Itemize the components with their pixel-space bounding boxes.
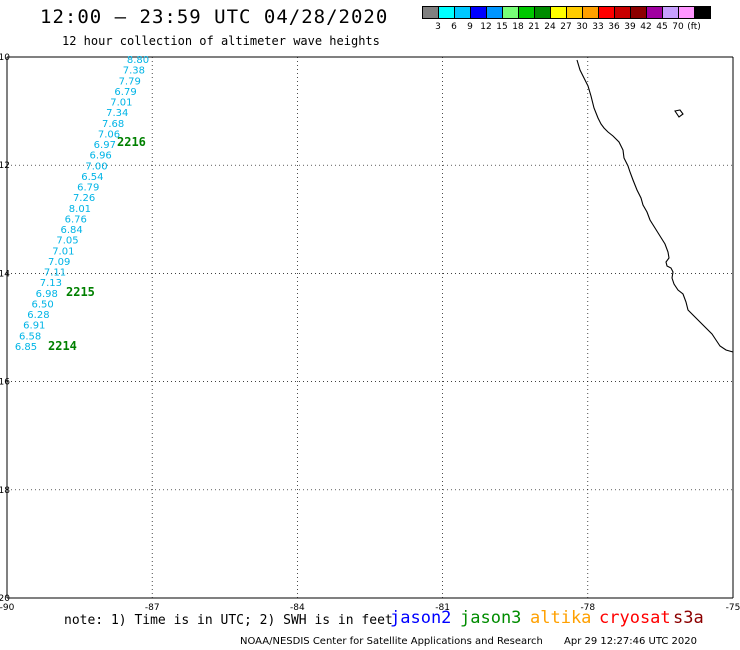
swh-value: 6.85 bbox=[15, 342, 37, 353]
swh-value: 7.79 bbox=[119, 76, 141, 87]
swh-value: 7.06 bbox=[98, 129, 120, 140]
swh-value: 7.01 bbox=[52, 246, 74, 257]
footer-credit: NOAA/NESDIS Center for Satellite Applica… bbox=[240, 636, 697, 647]
pass-labels: 2216 2215 2214 bbox=[48, 135, 146, 353]
pass-label: 2215 bbox=[66, 285, 95, 299]
map-grid bbox=[6, 56, 734, 599]
longitude-label: -84 bbox=[290, 603, 305, 613]
island-outline bbox=[674, 109, 684, 118]
color-scale-label: 39 bbox=[624, 22, 636, 32]
longitude-label: -75 bbox=[726, 603, 740, 613]
swh-value: 7.01 bbox=[110, 98, 132, 109]
legend-jason2: jason2 bbox=[390, 608, 452, 628]
color-scale-label: 45 bbox=[656, 22, 668, 32]
swh-value: 6.54 bbox=[81, 172, 103, 183]
color-scale-label: 9 bbox=[467, 22, 473, 32]
swh-value: 8.01 bbox=[69, 204, 91, 215]
swh-value: 6.58 bbox=[19, 331, 41, 342]
credit-text: NOAA/NESDIS Center for Satellite Applica… bbox=[240, 636, 543, 647]
color-scale-label: 36 bbox=[608, 22, 620, 32]
swh-value: 6.98 bbox=[36, 289, 58, 300]
latitude-label: -20 bbox=[0, 594, 10, 604]
color-scale-label: 70 bbox=[672, 22, 684, 32]
pass-label: 2214 bbox=[48, 339, 77, 353]
swh-value: 8.80 bbox=[127, 55, 149, 66]
color-scale-label: 12 bbox=[480, 22, 492, 32]
swh-value: 7.34 bbox=[106, 108, 128, 119]
legend-altika: altika bbox=[530, 608, 592, 628]
pass-label: 2216 bbox=[117, 135, 146, 149]
color-scale-label: 24 bbox=[544, 22, 556, 32]
coastline bbox=[576, 59, 734, 353]
longitude-label: -87 bbox=[145, 603, 160, 613]
legend-cryosat: cryosat bbox=[599, 608, 671, 628]
map-axis-labels: -90 -87 -84 -81 -78 -75 -10 -12 -14 -16 -18 -20 bbox=[0, 53, 740, 613]
altimeter-track: 8.807.387.796.797.017.347.687.066.976.96… bbox=[15, 55, 149, 353]
color-scale-label: 3 bbox=[435, 22, 441, 32]
longitude-label: -78 bbox=[580, 603, 595, 613]
legend-s3a: s3a bbox=[673, 608, 704, 628]
color-scale-label: 6 bbox=[451, 22, 457, 32]
swh-value: 6.96 bbox=[90, 151, 112, 162]
latitude-label: -18 bbox=[0, 486, 10, 496]
map-subtitle: 12 hour collection of altimeter wave hei… bbox=[62, 34, 380, 48]
latitude-label: -14 bbox=[0, 269, 10, 279]
swh-value: 7.00 bbox=[85, 161, 107, 172]
color-swatch bbox=[694, 6, 711, 19]
swh-value: 7.05 bbox=[56, 236, 78, 247]
color-scale-label: 18 bbox=[512, 22, 524, 32]
swh-value: 6.79 bbox=[77, 183, 99, 194]
longitude-label: -81 bbox=[435, 603, 450, 613]
swh-value: 6.91 bbox=[23, 321, 45, 332]
latitude-label: -12 bbox=[0, 161, 10, 171]
swh-value: 7.38 bbox=[123, 66, 145, 77]
swh-value: 6.50 bbox=[31, 299, 53, 310]
color-scale-label: 42 bbox=[640, 22, 652, 32]
latitude-label: -10 bbox=[0, 53, 10, 63]
latitude-label: -16 bbox=[0, 378, 10, 388]
color-scale-label: (ft) bbox=[687, 22, 701, 32]
swh-value: 7.13 bbox=[40, 278, 62, 289]
legend-jason3: jason3 bbox=[460, 608, 522, 628]
color-scale-label: 30 bbox=[576, 22, 588, 32]
map-title: 12:00 – 23:59 UTC 04/28/2020 bbox=[40, 6, 389, 28]
swh-value: 6.76 bbox=[65, 214, 87, 225]
longitude-label: -90 bbox=[0, 603, 15, 613]
swh-value: 6.84 bbox=[60, 225, 82, 236]
timestamp-text: Apr 29 12:27:46 UTC 2020 bbox=[564, 636, 697, 647]
swh-value: 6.28 bbox=[27, 310, 49, 321]
color-scale-label: 33 bbox=[592, 22, 604, 32]
swh-value: 7.26 bbox=[73, 193, 95, 204]
swh-value: 7.11 bbox=[44, 268, 66, 279]
swh-value: 7.68 bbox=[102, 119, 124, 130]
swh-value: 7.09 bbox=[48, 257, 70, 268]
swh-value: 6.79 bbox=[114, 87, 136, 98]
color-scale-bar bbox=[422, 6, 711, 19]
units-note: note: 1) Time is in UTC; 2) SWH is in fe… bbox=[64, 613, 393, 628]
color-scale-label: 21 bbox=[528, 22, 540, 32]
color-scale-labels: 3 6 9 12 15 18 21 24 27 30 33 36 39 42 45 70 (ft) bbox=[422, 22, 702, 32]
color-scale-label: 15 bbox=[496, 22, 508, 32]
color-scale-label: 27 bbox=[560, 22, 572, 32]
swh-value: 6.97 bbox=[94, 140, 116, 151]
